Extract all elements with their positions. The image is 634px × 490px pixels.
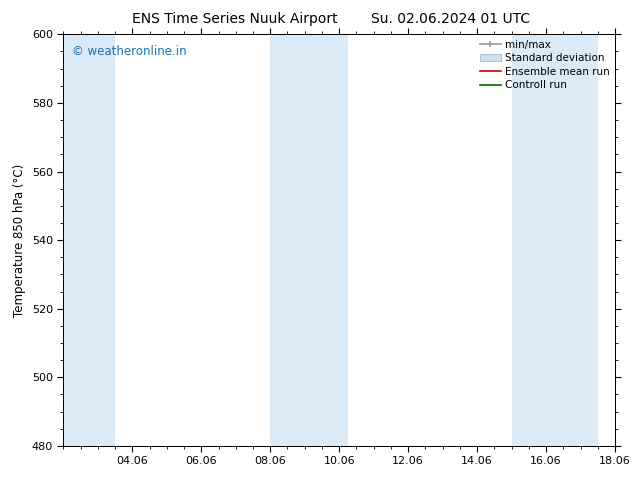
Bar — [270, 34, 348, 446]
Bar — [512, 34, 598, 446]
Text: ENS Time Series Nuuk Airport: ENS Time Series Nuuk Airport — [132, 12, 337, 26]
Y-axis label: Temperature 850 hPa (°C): Temperature 850 hPa (°C) — [13, 164, 26, 317]
Text: © weatheronline.in: © weatheronline.in — [72, 45, 186, 58]
Text: Su. 02.06.2024 01 UTC: Su. 02.06.2024 01 UTC — [371, 12, 529, 26]
Bar — [60, 34, 115, 446]
Legend: min/max, Standard deviation, Ensemble mean run, Controll run: min/max, Standard deviation, Ensemble me… — [480, 40, 610, 91]
